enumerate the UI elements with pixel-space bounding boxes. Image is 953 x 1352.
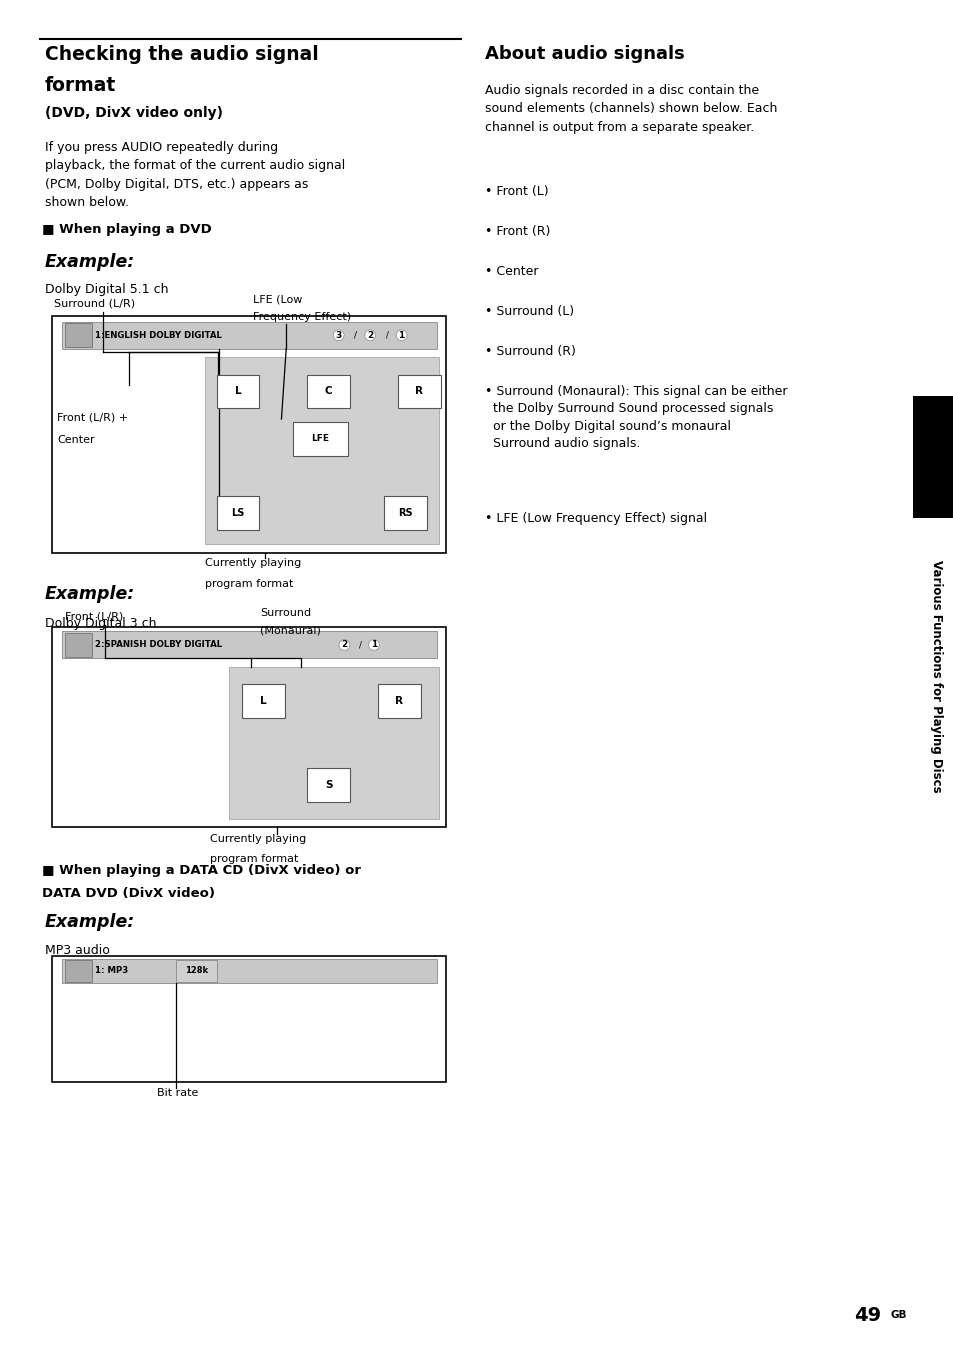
Text: 1: 1 <box>371 641 376 649</box>
Text: (Monaural): (Monaural) <box>260 626 321 635</box>
Text: Surround (L/R): Surround (L/R) <box>54 299 135 308</box>
Text: • Surround (R): • Surround (R) <box>484 345 575 358</box>
Bar <box>52 627 446 827</box>
Bar <box>216 375 259 408</box>
Text: /: / <box>358 641 362 649</box>
Text: format: format <box>45 76 116 96</box>
Bar <box>216 496 259 530</box>
Text: Example:: Example: <box>45 585 135 603</box>
Bar <box>176 960 216 982</box>
Bar <box>377 684 420 718</box>
Text: Frequency Effect): Frequency Effect) <box>253 312 351 322</box>
Bar <box>65 960 91 982</box>
Text: Bit rate: Bit rate <box>157 1088 198 1098</box>
Text: program format: program format <box>210 854 298 864</box>
Bar <box>242 684 285 718</box>
Text: R: R <box>415 387 423 396</box>
Bar <box>229 667 438 819</box>
Text: • Center: • Center <box>484 265 537 279</box>
Text: /: / <box>354 331 357 339</box>
Text: RS: RS <box>398 508 413 518</box>
Text: 2: 2 <box>341 641 347 649</box>
Text: Dolby Digital 5.1 ch: Dolby Digital 5.1 ch <box>45 283 168 296</box>
Text: LFE: LFE <box>312 434 329 443</box>
Text: /: / <box>385 331 389 339</box>
Text: 1:ENGLISH DOLBY DIGITAL: 1:ENGLISH DOLBY DIGITAL <box>95 331 222 339</box>
Text: R: R <box>395 696 403 706</box>
Text: • Surround (L): • Surround (L) <box>484 306 573 318</box>
Text: 2:SPANISH DOLBY DIGITAL: 2:SPANISH DOLBY DIGITAL <box>95 641 222 649</box>
Text: MP3 audio: MP3 audio <box>45 944 110 957</box>
Text: GB: GB <box>889 1310 905 1320</box>
Text: Various Functions for Playing Discs: Various Functions for Playing Discs <box>929 560 943 792</box>
Text: • Front (L): • Front (L) <box>484 185 548 199</box>
Text: program format: program format <box>205 579 294 588</box>
Text: ■ When playing a DATA CD (DivX video) or: ■ When playing a DATA CD (DivX video) or <box>42 864 360 877</box>
Text: LFE (Low: LFE (Low <box>253 295 302 304</box>
Text: ■ When playing a DVD: ■ When playing a DVD <box>42 223 212 237</box>
Text: 2: 2 <box>367 331 373 339</box>
Text: Example:: Example: <box>45 253 135 270</box>
Text: S: S <box>325 780 332 790</box>
Text: LS: LS <box>231 508 245 518</box>
Text: Surround: Surround <box>260 608 312 618</box>
Text: C: C <box>325 387 332 396</box>
Bar <box>62 959 436 983</box>
Text: ÙÙ: ÙÙ <box>66 642 75 648</box>
Text: 1: MP3: 1: MP3 <box>95 967 129 975</box>
Text: 49: 49 <box>853 1306 880 1325</box>
Text: 3: 3 <box>335 331 341 339</box>
Text: ÙÙ: ÙÙ <box>66 333 75 338</box>
Text: L: L <box>260 696 267 706</box>
Bar <box>52 956 446 1082</box>
Text: 1: 1 <box>398 331 404 339</box>
Text: (DVD, DivX video only): (DVD, DivX video only) <box>45 107 223 120</box>
Text: 128k: 128k <box>185 967 208 975</box>
Text: Example:: Example: <box>45 913 135 930</box>
Bar <box>65 323 91 347</box>
Text: DATA DVD (DivX video): DATA DVD (DivX video) <box>42 887 214 900</box>
Text: Checking the audio signal: Checking the audio signal <box>45 45 318 65</box>
Bar <box>397 375 440 408</box>
Bar <box>307 375 350 408</box>
Text: If you press AUDIO repeatedly during
playback, the format of the current audio s: If you press AUDIO repeatedly during pla… <box>45 141 345 210</box>
Bar <box>52 316 446 553</box>
Text: • LFE (Low Frequency Effect) signal: • LFE (Low Frequency Effect) signal <box>484 511 706 525</box>
Text: Front (L/R) +: Front (L/R) + <box>57 412 129 422</box>
Text: Currently playing: Currently playing <box>210 834 306 844</box>
Text: About audio signals: About audio signals <box>484 45 683 64</box>
Text: ÙÙ: ÙÙ <box>66 968 75 973</box>
Bar <box>205 357 438 544</box>
Text: • Front (R): • Front (R) <box>484 224 550 238</box>
Bar <box>293 422 348 456</box>
Text: Currently playing: Currently playing <box>205 558 301 568</box>
Text: Front (L/R): Front (L/R) <box>65 612 123 622</box>
Bar <box>307 768 350 802</box>
Bar <box>62 631 436 658</box>
Bar <box>912 396 953 518</box>
Bar <box>62 322 436 349</box>
Bar <box>65 633 91 657</box>
Text: • Surround (Monaural): This signal can be either
  the Dolby Surround Sound proc: • Surround (Monaural): This signal can b… <box>484 384 786 450</box>
Text: Dolby Digital 3 ch: Dolby Digital 3 ch <box>45 617 156 630</box>
Bar <box>384 496 427 530</box>
Text: Center: Center <box>57 435 94 445</box>
Text: Audio signals recorded in a disc contain the
sound elements (channels) shown bel: Audio signals recorded in a disc contain… <box>484 84 776 134</box>
Text: L: L <box>234 387 241 396</box>
